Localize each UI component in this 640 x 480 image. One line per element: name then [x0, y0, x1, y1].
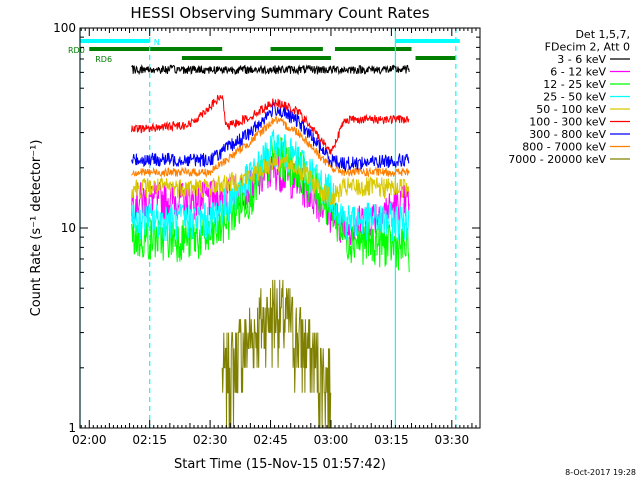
- x-tick-label: 02:45: [253, 433, 288, 447]
- y-axis-label: Count Rate (s⁻¹ detector⁻¹): [29, 140, 44, 317]
- x-tick-label: 02:00: [72, 433, 107, 447]
- legend-entry: 6 - 12 keV: [550, 66, 606, 79]
- flag-label: RD6: [95, 55, 112, 64]
- legend-header: Det 1,5,7,: [575, 28, 630, 41]
- x-tick-label: 02:15: [132, 433, 167, 447]
- series-line: [131, 102, 410, 173]
- series-group: [131, 63, 410, 429]
- x-tick-label: 02:30: [193, 433, 228, 447]
- y-axis: 1 10 100: [53, 21, 480, 435]
- legend-entry: 7000 - 20000 keV: [508, 153, 606, 166]
- legend-entry: 3 - 6 keV: [557, 53, 606, 66]
- series-line: [131, 149, 410, 207]
- series-line: [131, 94, 410, 155]
- chart-title: HESSI Observing Summary Count Rates: [130, 4, 429, 22]
- legend-entry: 800 - 7000 keV: [522, 141, 606, 154]
- series-line: [131, 129, 410, 242]
- series-line: [221, 279, 332, 429]
- generated-timestamp: 8-Oct-2017 19:28: [565, 468, 636, 477]
- legend-entry: 100 - 300 keV: [529, 116, 606, 129]
- flag-bars: N RD0 RD6: [68, 38, 460, 64]
- y-tick-label: 1: [68, 421, 76, 435]
- x-tick-label: 03:30: [435, 433, 470, 447]
- legend-entry: 12 - 25 keV: [543, 78, 606, 91]
- series-line: [131, 114, 410, 178]
- x-axis-label: Start Time (15-Nov-15 01:57:42): [174, 457, 386, 472]
- legend-entry: 50 - 100 keV: [536, 103, 606, 116]
- legend-entry: 300 - 800 keV: [529, 128, 606, 141]
- flag-label: RD0: [68, 46, 85, 55]
- y-tick-label: 10: [61, 221, 76, 235]
- flag-label: N: [154, 38, 160, 47]
- x-tick-label: 03:15: [374, 433, 409, 447]
- series-line: [131, 63, 410, 76]
- legend-header: FDecim 2, Att 0: [545, 41, 630, 54]
- x-tick-label: 03:00: [314, 433, 349, 447]
- y-tick-label: 100: [53, 21, 76, 35]
- legend-entry: 25 - 50 keV: [543, 91, 606, 104]
- x-axis: 02:00 02:15 02:30 02:45 03:00 03:15 03:30: [72, 28, 481, 447]
